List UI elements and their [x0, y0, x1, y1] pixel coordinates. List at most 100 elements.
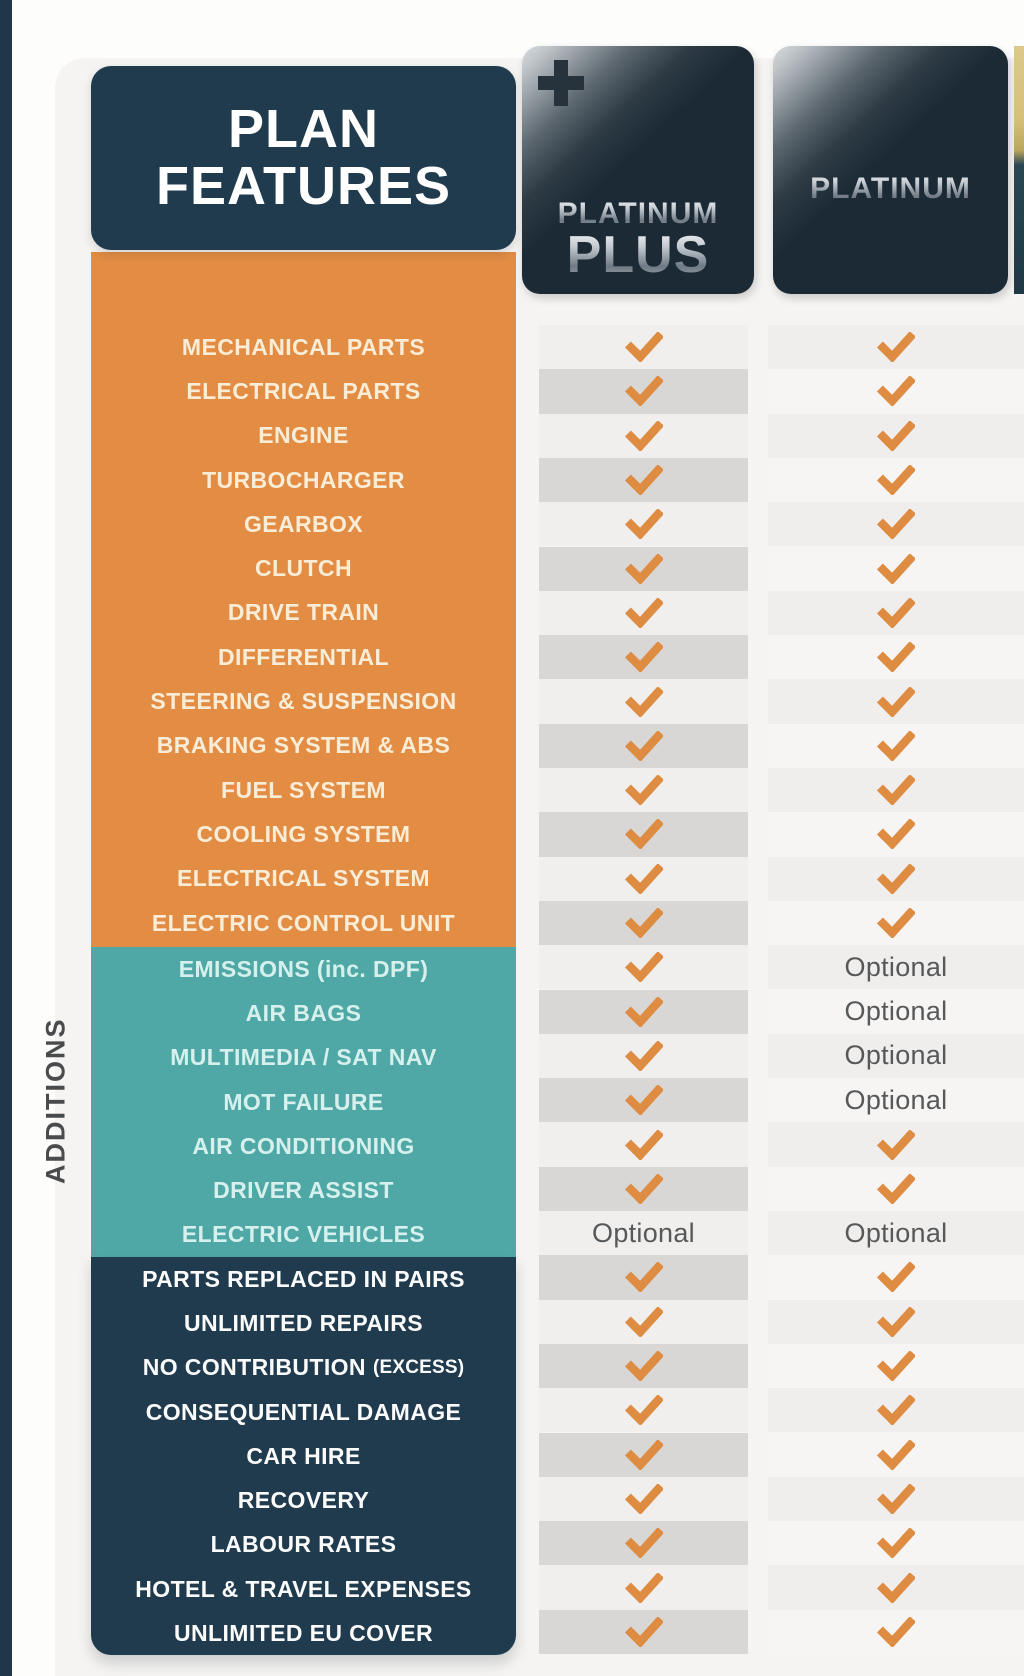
check-icon	[877, 1173, 915, 1204]
page-left-border	[0, 0, 12, 1676]
cell-platinum_plus	[539, 768, 748, 813]
cell-platinum	[768, 1255, 1024, 1300]
feature-label-suffix: (EXCESS)	[372, 1356, 465, 1378]
feature-label: NO CONTRIBUTION (EXCESS)	[142, 1354, 465, 1381]
feature-label: ELECTRIC CONTROL UNIT	[151, 909, 456, 936]
check-icon	[624, 1173, 663, 1204]
feature-label: DIFFERENTIAL	[218, 643, 389, 670]
feature-label: DRIVER ASSIST	[213, 1177, 394, 1204]
cell-platinum	[768, 1122, 1024, 1167]
cell-platinum: Optional	[768, 1033, 1024, 1079]
check-icon	[877, 863, 915, 894]
cell-platinum_plus	[539, 812, 748, 857]
cell-platinum_plus	[539, 502, 748, 547]
check-icon	[624, 332, 663, 363]
cell-platinum_plus	[539, 1476, 748, 1522]
feature-label: ELECTRIC VEHICLES	[181, 1221, 426, 1248]
cell-platinum_plus	[539, 457, 748, 503]
check-icon	[624, 730, 663, 761]
check-icon	[624, 1439, 663, 1470]
check-icon	[877, 509, 915, 540]
check-icon	[877, 819, 915, 850]
cell-platinum_plus	[539, 369, 748, 414]
feature-rows: MECHANICAL PARTS ELECTRICAL PARTS ENGINE TU…	[91, 325, 516, 945]
feature-label: HOTEL & TRAVEL EXPENSES	[135, 1575, 472, 1602]
check-icon	[624, 1483, 663, 1514]
feature-rows: PARTS REPLACED IN PAIRS UNLIMITED REPAIRS…	[91, 1257, 516, 1656]
cell-platinum	[768, 723, 1024, 768]
check-icon	[877, 1306, 915, 1337]
cell-platinum	[768, 502, 1024, 547]
cell-platinum	[768, 369, 1024, 414]
feature-rows: EMISSIONS (inc. DPF) AIR BAGS MULTIMEDIA /…	[91, 947, 516, 1257]
plan-badge-platinum-plus: PLATINUM PLUS	[522, 46, 754, 294]
check-icon	[877, 376, 915, 407]
check-icon	[624, 1262, 663, 1293]
plus-icon	[538, 60, 584, 106]
feature-label: GEARBOX	[243, 510, 364, 537]
feature-label: COOLING SYSTEM	[196, 820, 411, 847]
cell-platinum_plus	[539, 1033, 748, 1079]
feature-label: CLUTCH	[255, 555, 352, 582]
cell-platinum_plus	[539, 1432, 748, 1477]
feature-label: DRIVE TRAIN	[227, 599, 380, 626]
check-icon	[624, 1395, 663, 1426]
feature-label: AIR CONDITIONING	[192, 1132, 415, 1159]
cell-platinum	[768, 590, 1024, 636]
cell-platinum_plus	[539, 1609, 748, 1654]
cell-platinum_plus	[539, 1122, 748, 1167]
additions-side-label: ADDITIONS	[40, 1017, 71, 1185]
cell-platinum	[768, 679, 1024, 724]
check-icon	[624, 553, 663, 584]
cell-platinum	[768, 1432, 1024, 1477]
check-icon	[877, 1616, 915, 1647]
feature-label: BRAKING SYSTEM & ABS	[156, 732, 451, 759]
cell-platinum_plus	[539, 1521, 748, 1566]
cell-platinum_plus	[539, 1565, 748, 1610]
feature-label: STEERING & SUSPENSION	[150, 688, 457, 715]
cell-platinum: Optional	[768, 989, 1024, 1034]
check-icon	[624, 686, 663, 717]
check-icon	[624, 908, 663, 939]
check-icon	[624, 1528, 663, 1559]
cell-platinum_plus	[539, 1388, 748, 1433]
check-icon	[877, 908, 915, 939]
cell-platinum_plus	[539, 1299, 748, 1344]
check-icon	[624, 420, 663, 451]
feature-label: FUEL SYSTEM	[221, 776, 386, 803]
cell-platinum_plus	[539, 1343, 748, 1389]
check-icon	[877, 1351, 915, 1382]
feature-label: ENGINE	[258, 422, 349, 449]
check-icon	[877, 597, 915, 628]
cell-platinum: Optional	[768, 1211, 1024, 1256]
cell-platinum	[768, 768, 1024, 813]
feature-label: EMISSIONS (inc. DPF)	[178, 955, 429, 982]
feature-label: TURBOCHARGER	[202, 466, 405, 493]
check-icon	[624, 1129, 663, 1160]
cell-platinum: Optional	[768, 945, 1024, 990]
check-icon	[877, 465, 915, 496]
cell-platinum	[768, 1521, 1024, 1566]
check-icon	[877, 553, 915, 584]
feature-label: UNLIMITED REPAIRS	[184, 1309, 423, 1336]
check-icon	[624, 1306, 663, 1337]
plan-badge-platinum: PLATINUM	[773, 46, 1008, 294]
optional-label: Optional	[844, 1040, 948, 1071]
plan-badge-partial	[1014, 46, 1024, 294]
feature-label: ELECTRICAL SYSTEM	[176, 865, 430, 892]
cell-platinum_plus: Optional	[539, 1211, 748, 1256]
check-icon	[877, 420, 915, 451]
cell-platinum_plus	[539, 856, 748, 901]
cell-platinum_plus	[539, 679, 748, 724]
feature-label: MULTIMEDIA / SAT NAV	[170, 1044, 437, 1071]
feature-label: RECOVERY	[237, 1487, 370, 1514]
cell-platinum_plus	[539, 723, 748, 768]
check-icon	[624, 1085, 663, 1116]
check-icon	[877, 775, 915, 806]
cell-platinum	[768, 325, 1024, 370]
cell-platinum	[768, 1166, 1024, 1211]
cell-platinum_plus	[539, 945, 748, 990]
cell-platinum_plus	[539, 989, 748, 1034]
check-icon	[624, 642, 663, 673]
feature-label: ELECTRICAL PARTS	[186, 377, 421, 404]
